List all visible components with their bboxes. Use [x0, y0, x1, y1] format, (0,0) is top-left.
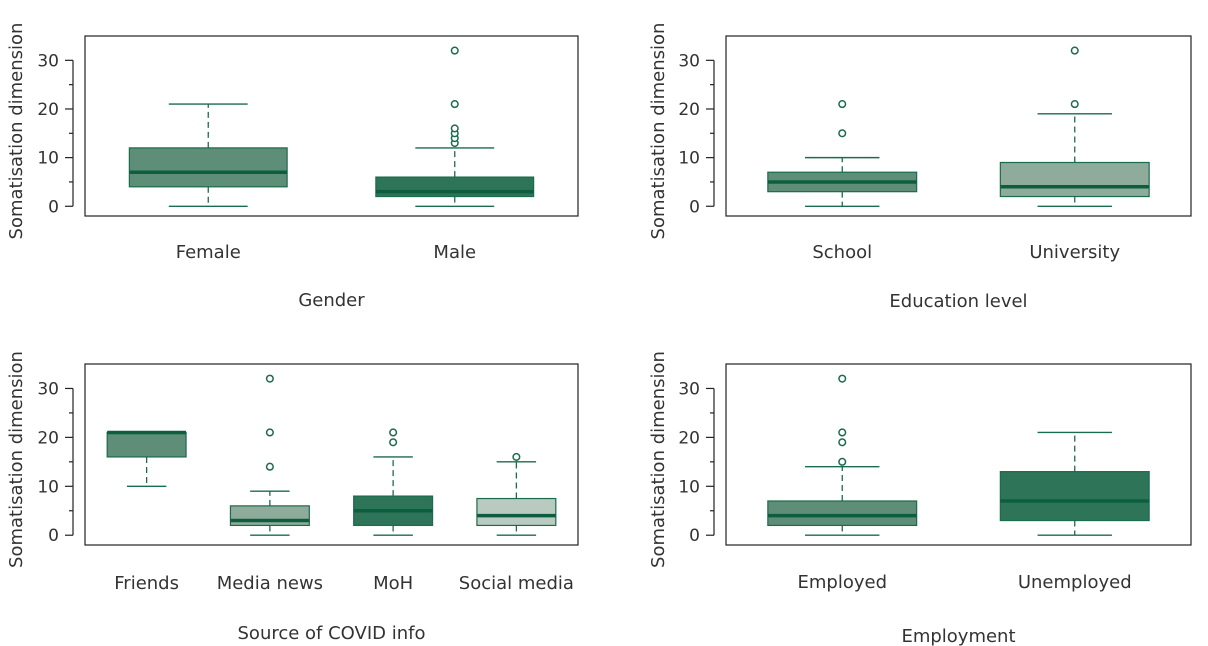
box-iqr	[476, 497, 557, 527]
outlier-point	[389, 428, 398, 437]
category-label-friends: Friends	[114, 573, 179, 594]
outlier-point	[265, 428, 274, 437]
x-axis-label: Employment	[901, 626, 1015, 646]
outlier-point	[512, 452, 521, 461]
outlier-point	[265, 462, 274, 471]
box-school	[767, 100, 918, 207]
x-axis-label: Gender	[298, 290, 365, 311]
box-iqr	[375, 176, 535, 198]
plot-frame	[725, 35, 1192, 217]
box-iqr	[999, 161, 1150, 198]
x-axis-label: Source of COVID info	[238, 623, 426, 644]
outlier-point	[450, 124, 459, 133]
chart-panel-4: 0 10 20 30 Somatisation dimension Employment E…	[648, 351, 1192, 646]
box-female	[128, 103, 288, 207]
box-iqr	[128, 147, 288, 188]
y-axis-label: Somatisation dimension	[648, 351, 669, 568]
y-tick-label: 10	[678, 477, 700, 497]
box-social-media	[476, 452, 557, 536]
outlier-point	[838, 374, 847, 383]
y-tick-label: 20	[678, 100, 700, 120]
y-tick-label: 0	[48, 197, 59, 217]
category-label-university: University	[1029, 242, 1120, 263]
box-iqr	[999, 471, 1150, 522]
outlier-point	[838, 129, 847, 138]
box-employed	[767, 374, 918, 536]
y-tick-label: 20	[678, 428, 700, 448]
plot-frame	[725, 363, 1192, 546]
plot-frame	[84, 35, 579, 217]
category-label-employed: Employed	[798, 572, 888, 593]
outlier-point	[265, 374, 274, 383]
outlier-point	[450, 46, 459, 55]
y-tick-label: 0	[48, 526, 59, 546]
box-unemployed	[999, 431, 1150, 536]
box-friends	[106, 430, 187, 487]
box-moh	[353, 428, 434, 536]
y-tick-label: 30	[678, 51, 700, 71]
category-label-school: School	[812, 242, 872, 263]
y-tick-label: 20	[37, 100, 59, 120]
chart-panel-1: 0 10 20 30 Somatisation dimension Gender Femal…	[6, 23, 579, 311]
box-iqr	[767, 500, 918, 527]
y-tick-label: 10	[37, 149, 59, 169]
category-label-moh: MoH	[373, 573, 413, 594]
outlier-point	[838, 438, 847, 447]
outlier-point	[838, 457, 847, 466]
category-label-male: Male	[433, 242, 476, 263]
y-tick-label: 30	[678, 379, 700, 399]
box-university	[999, 46, 1150, 207]
category-label-social-media: Social media	[459, 573, 574, 594]
y-tick-label: 10	[37, 477, 59, 497]
plot-frame	[84, 363, 579, 546]
y-tick-label: 30	[37, 51, 59, 71]
outlier-point	[450, 100, 459, 109]
outlier-point	[389, 438, 398, 447]
y-axis-label: Somatisation dimension	[6, 351, 27, 568]
y-tick-label: 0	[689, 197, 700, 217]
box-media-news	[229, 374, 310, 536]
y-axis-label: Somatisation dimension	[648, 23, 669, 240]
category-label-female: Female	[176, 242, 241, 263]
y-tick-label: 30	[37, 379, 59, 399]
chart-panel-3: 0 10 20 30 Somatisation dimension Source of C…	[6, 351, 579, 644]
y-tick-label: 0	[689, 526, 700, 546]
y-axis-label: Somatisation dimension	[6, 23, 27, 240]
y-tick-label: 10	[678, 149, 700, 169]
box-iqr	[229, 505, 310, 527]
outlier-point	[838, 100, 847, 109]
category-label-unemployed: Unemployed	[1018, 572, 1132, 593]
x-axis-label: Education level	[889, 291, 1027, 312]
box-iqr	[106, 431, 187, 458]
outlier-point	[1070, 100, 1079, 109]
category-label-media-news: Media news	[217, 573, 323, 594]
chart-panel-2: 0 10 20 30 Somatisation dimension Education l…	[648, 23, 1192, 312]
outlier-point	[838, 428, 847, 437]
y-tick-label: 20	[37, 428, 59, 448]
box-male	[375, 46, 535, 207]
outlier-point	[1070, 46, 1079, 55]
